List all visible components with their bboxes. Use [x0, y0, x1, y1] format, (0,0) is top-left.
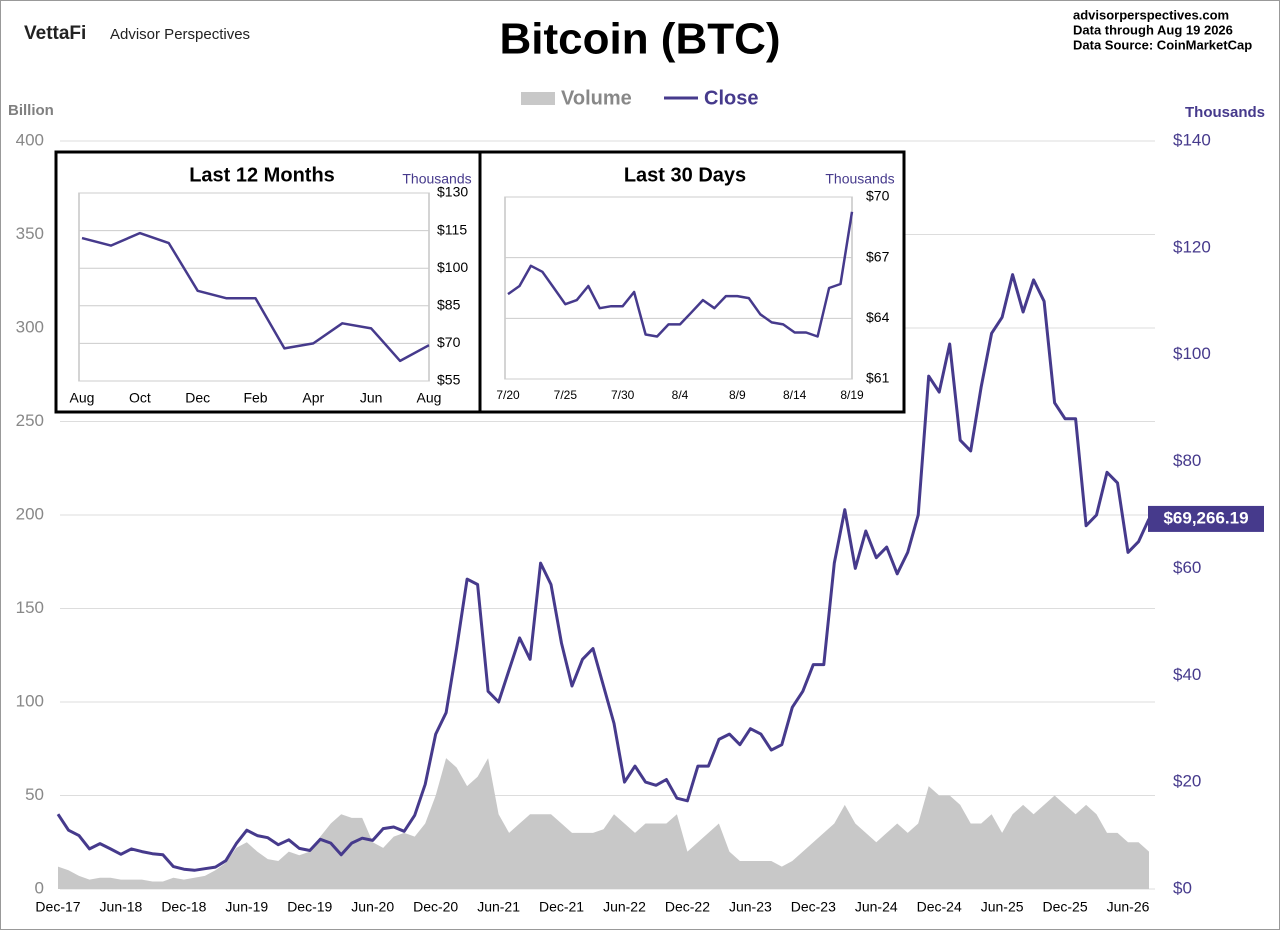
y-tick-label: $130: [437, 184, 468, 200]
x-tick-label: Dec-22: [665, 899, 710, 915]
y-tick-label: 0: [35, 878, 44, 897]
x-tick-label: 8/9: [729, 388, 746, 402]
x-tick-label: 7/20: [496, 388, 520, 402]
y2-tick-label: $100: [1173, 344, 1211, 363]
y-tick-label: $55: [437, 372, 461, 388]
close-line: [507, 211, 854, 338]
brand: Advisor Perspectives: [110, 26, 250, 43]
x-tick-label: Jun-26: [1107, 899, 1150, 915]
x-tick-label: Jun-24: [855, 899, 898, 915]
y-tick-label: $61: [866, 370, 890, 386]
volume-area: [58, 758, 1149, 889]
y-tick-label: $70: [866, 188, 890, 204]
y-tick-label: 200: [16, 504, 44, 523]
y-tick-label: $85: [437, 297, 461, 313]
x-tick-label: Aug: [70, 390, 95, 406]
x-tick-label: Dec-19: [287, 899, 332, 915]
close-line: [81, 231, 430, 363]
axis-unit: Thousands: [402, 171, 471, 187]
inset-frame: [54, 150, 482, 414]
axis-unit: Thousands: [825, 171, 894, 187]
value-label-box: [1148, 505, 1264, 532]
x-tick-label: Jun-20: [351, 899, 394, 915]
close-line: [56, 273, 1151, 872]
main-chart: Bitcoin (BTC) Billion Thousands 0 50 100 150 20…: [8, 15, 1265, 915]
y2-axis-title: Thousands: [1185, 104, 1265, 121]
y-tick-label: 400: [16, 130, 44, 149]
x-tick-label: Dec-23: [791, 899, 836, 915]
x-tick-label: Dec-17: [35, 899, 80, 915]
x-tick-label: 7/25: [554, 388, 578, 402]
y-tick-label: 250: [16, 411, 44, 430]
legend-swatch: [521, 92, 555, 105]
x-tick-label: Dec: [185, 390, 210, 406]
inset-title: Last 30 Days: [624, 164, 746, 186]
y-tick-label: 300: [16, 317, 44, 336]
x-tick-label: Jun-23: [729, 899, 772, 915]
logo: VettaFi: [24, 23, 86, 44]
y-tick-label: $64: [866, 309, 890, 325]
x-tick-label: Jun: [360, 390, 383, 406]
x-tick-label: Aug: [417, 390, 442, 406]
value-label: $69,266.19: [1163, 508, 1248, 527]
x-tick-label: 8/14: [783, 388, 807, 402]
y2-tick-label: $40: [1173, 665, 1201, 684]
y-tick-label: 50: [25, 785, 44, 804]
x-tick-label: Jun-22: [603, 899, 646, 915]
x-tick-label: Jun-25: [981, 899, 1024, 915]
source: Data Source: CoinMarketCap: [1073, 37, 1252, 52]
y-tick-label: $70: [437, 334, 461, 350]
legend-label: Close: [704, 87, 758, 109]
x-tick-label: Dec-25: [1043, 899, 1088, 915]
insets: Last 12 Months Thousands $55 $70 $85 $100 $115…: [70, 164, 895, 405]
x-tick-label: Dec-24: [917, 899, 962, 915]
x-tick-label: 8/19: [840, 388, 864, 402]
x-tick-label: Jun-19: [225, 899, 268, 915]
y-tick-label: $67: [866, 248, 890, 264]
x-tick-label: Apr: [302, 390, 324, 406]
x-tick-label: Dec-21: [539, 899, 584, 915]
y-tick-label: 100: [16, 691, 44, 710]
y-tick-label: $100: [437, 259, 468, 275]
y-tick-label: 150: [16, 598, 44, 617]
x-tick-label: Oct: [129, 390, 151, 406]
site: advisorperspectives.com: [1073, 7, 1229, 22]
chart-title: Bitcoin (BTC): [499, 15, 780, 64]
y-tick-label: 350: [16, 224, 44, 243]
x-tick-label: 8/4: [672, 388, 689, 402]
legend-label: Volume: [561, 87, 632, 109]
x-tick-label: Jun-21: [477, 899, 520, 915]
x-tick-label: Dec-18: [161, 899, 206, 915]
x-tick-label: Feb: [243, 390, 267, 406]
x-tick-label: 7/30: [611, 388, 635, 402]
x-tick-label: Dec-20: [413, 899, 458, 915]
y2-tick-label: $20: [1173, 772, 1201, 791]
y-axis-title: Billion: [8, 102, 54, 119]
inset-title: Last 12 Months: [189, 164, 335, 186]
y2-tick-label: $120: [1173, 237, 1211, 256]
y2-tick-label: $60: [1173, 558, 1201, 577]
x-tick-label: Jun-18: [100, 899, 143, 915]
y-tick-label: $115: [437, 221, 467, 237]
y2-tick-label: $80: [1173, 451, 1201, 470]
data-through: Data through Aug 19 2026: [1073, 22, 1233, 37]
y2-tick-label: $0: [1173, 878, 1192, 897]
y2-tick-label: $140: [1173, 130, 1211, 149]
